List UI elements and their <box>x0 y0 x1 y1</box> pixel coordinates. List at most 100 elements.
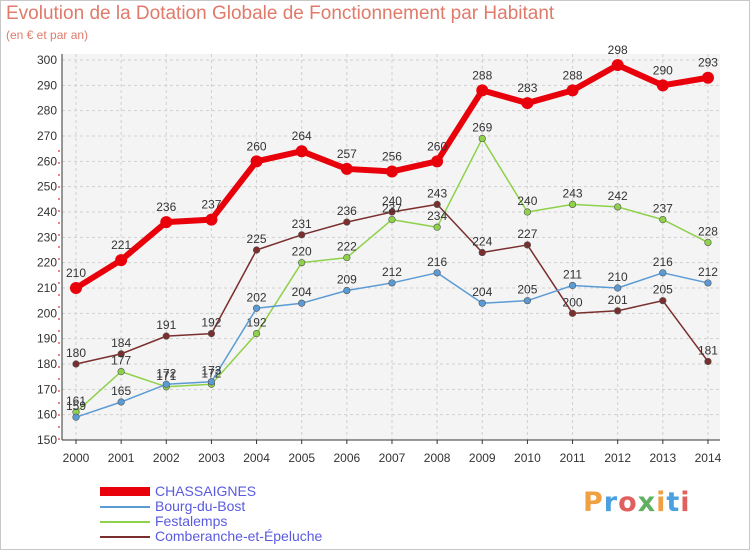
data-point <box>523 241 532 249</box>
x-tick-label: 2008 <box>424 451 451 465</box>
data-point <box>298 259 306 267</box>
x-tick-label: 2010 <box>514 451 541 465</box>
data-label: 201 <box>608 293 628 307</box>
data-point <box>659 216 667 224</box>
data-label: 222 <box>337 240 357 254</box>
x-tick-label: 2012 <box>604 451 631 465</box>
data-label: 228 <box>698 224 718 238</box>
x-tick-label: 2002 <box>153 451 180 465</box>
data-point <box>252 304 261 312</box>
data-label: 290 <box>653 63 673 77</box>
data-point <box>568 281 577 290</box>
data-point <box>704 279 712 287</box>
data-label: 165 <box>111 384 131 398</box>
data-label: 240 <box>517 194 537 208</box>
data-label: 204 <box>292 285 312 299</box>
data-point <box>207 378 216 386</box>
data-point <box>340 162 353 175</box>
data-point <box>659 269 667 277</box>
data-label: 221 <box>111 238 131 252</box>
data-label: 216 <box>653 255 673 269</box>
data-label: 159 <box>66 399 86 413</box>
data-point <box>476 84 489 97</box>
data-point <box>117 368 125 376</box>
data-point <box>704 238 712 246</box>
data-label: 236 <box>156 200 176 214</box>
x-tick-label: 2004 <box>243 451 270 465</box>
data-point <box>614 203 622 211</box>
logo-letter: o <box>618 487 638 518</box>
data-label: 257 <box>337 147 357 161</box>
data-point <box>656 79 669 92</box>
logo-letter: x <box>637 487 657 518</box>
data-label: 243 <box>427 186 447 200</box>
logo-letter: t <box>666 487 681 518</box>
data-point <box>295 145 308 158</box>
data-label: 240 <box>382 194 402 208</box>
plot-area <box>62 54 720 440</box>
data-label: 264 <box>292 129 312 143</box>
legend-swatch <box>100 521 150 523</box>
data-label: 224 <box>472 235 492 249</box>
y-tick-label: 260 <box>37 154 57 168</box>
data-label: 237 <box>201 198 221 212</box>
legend-swatch <box>100 487 150 496</box>
data-label: 205 <box>517 283 537 297</box>
data-point <box>250 155 263 168</box>
data-label: 171 <box>156 369 176 383</box>
data-point <box>433 200 441 208</box>
data-label: 242 <box>608 189 628 203</box>
data-label: 181 <box>698 343 718 357</box>
data-label: 293 <box>698 56 718 70</box>
y-tick-label: 270 <box>37 129 57 143</box>
x-tick-label: 2011 <box>560 451 586 465</box>
data-point <box>611 59 624 72</box>
data-point <box>343 286 351 295</box>
data-point <box>704 357 712 366</box>
data-point <box>117 398 125 406</box>
data-point <box>343 254 351 262</box>
data-point <box>298 299 306 307</box>
data-point <box>388 208 396 216</box>
y-tick-label: 250 <box>37 180 57 194</box>
data-label: 177 <box>111 354 131 368</box>
data-label: 184 <box>111 336 131 350</box>
data-label: 220 <box>292 245 312 259</box>
x-tick-label: 2000 <box>63 451 90 465</box>
data-label: 236 <box>337 204 357 218</box>
data-label: 237 <box>653 202 673 216</box>
data-label: 227 <box>517 227 537 241</box>
data-label: 172 <box>156 366 176 380</box>
y-tick-label: 280 <box>37 104 57 118</box>
data-label: 243 <box>563 186 583 200</box>
data-point <box>523 297 532 305</box>
x-tick-label: 2007 <box>379 451 406 465</box>
data-label: 237 <box>382 202 402 216</box>
data-label: 225 <box>247 232 267 246</box>
y-tick-label: 170 <box>37 382 57 396</box>
legend-label: CHASSAIGNES <box>155 483 257 499</box>
data-point <box>523 208 532 216</box>
data-point <box>72 360 80 368</box>
data-label: 298 <box>608 43 628 57</box>
data-label: 210 <box>608 270 628 284</box>
data-label: 288 <box>472 68 492 82</box>
logo-letter: P <box>583 487 604 518</box>
data-label: 210 <box>66 266 86 280</box>
x-tick-label: 2006 <box>333 451 360 465</box>
data-point <box>433 223 441 231</box>
legend-label: Bourg-du-Bost <box>155 498 246 514</box>
data-label: 200 <box>563 295 583 309</box>
y-tick-label: 160 <box>37 408 57 422</box>
data-point <box>115 254 128 267</box>
y-tick-label: 200 <box>37 306 57 320</box>
x-tick-label: 2014 <box>695 451 722 465</box>
data-label: 260 <box>247 139 267 153</box>
data-point <box>433 269 441 277</box>
legend-swatch <box>100 536 150 538</box>
data-label: 212 <box>698 265 718 279</box>
x-tick-label: 2013 <box>649 451 676 465</box>
data-point <box>252 246 261 254</box>
data-label: 283 <box>517 81 537 95</box>
